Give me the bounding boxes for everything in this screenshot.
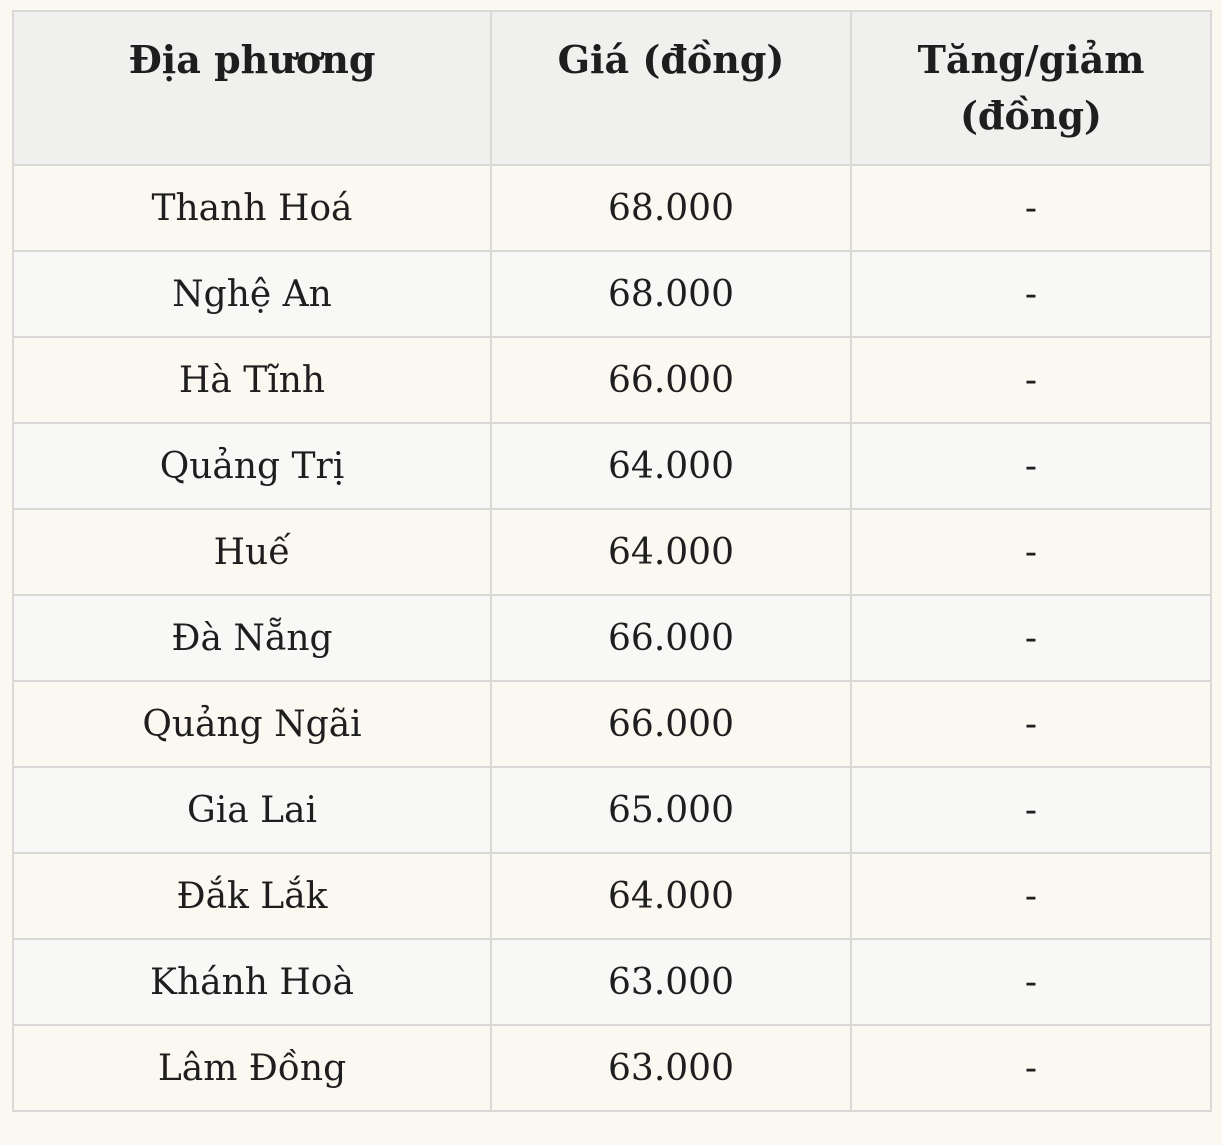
price-cell: 66.000 [490,680,852,768]
price-cell: 66.000 [490,594,852,682]
location-cell: Đắk Lắk [12,852,492,940]
location-cell: Quảng Trị [12,422,492,510]
column-header-price: Giá (đồng) [490,10,852,166]
table-row: Đà Nẵng 66.000 - [12,594,1212,682]
table-row: Hà Tĩnh 66.000 - [12,336,1212,424]
location-cell: Gia Lai [12,766,492,854]
location-cell: Nghệ An [12,250,492,338]
table-row: Lâm Đồng 63.000 - [12,1024,1212,1112]
change-cell: - [850,336,1212,424]
change-cell: - [850,422,1212,510]
change-cell: - [850,594,1212,682]
price-cell: 64.000 [490,852,852,940]
column-header-location: Địa phương [12,10,492,166]
change-cell: - [850,766,1212,854]
table-row: Thanh Hoá 68.000 - [12,164,1212,252]
price-cell: 64.000 [490,422,852,510]
table-row: Nghệ An 68.000 - [12,250,1212,338]
price-table-body: Thanh Hoá 68.000 - Nghệ An 68.000 - Hà T… [12,164,1212,1112]
price-cell: 63.000 [490,1024,852,1112]
location-cell: Hà Tĩnh [12,336,492,424]
location-cell: Quảng Ngãi [12,680,492,768]
price-cell: 63.000 [490,938,852,1026]
table-row: Huế 64.000 - [12,508,1212,596]
price-cell: 65.000 [490,766,852,854]
column-header-change: Tăng/giảm (đồng) [850,10,1212,166]
table-row: Gia Lai 65.000 - [12,766,1212,854]
location-cell: Huế [12,508,492,596]
change-cell: - [850,938,1212,1026]
location-cell: Đà Nẵng [12,594,492,682]
price-cell: 66.000 [490,336,852,424]
change-cell: - [850,164,1212,252]
table-row: Quảng Ngãi 66.000 - [12,680,1212,768]
change-cell: - [850,250,1212,338]
change-cell: - [850,852,1212,940]
table-row: Quảng Trị 64.000 - [12,422,1212,510]
location-cell: Khánh Hoà [12,938,492,1026]
price-cell: 64.000 [490,508,852,596]
change-cell: - [850,1024,1212,1112]
price-table: Địa phương Giá (đồng) Tăng/giảm (đồng) T… [12,10,1212,1112]
location-cell: Thanh Hoá [12,164,492,252]
price-cell: 68.000 [490,164,852,252]
change-cell: - [850,508,1212,596]
price-table-header: Địa phương Giá (đồng) Tăng/giảm (đồng) [12,10,1212,166]
table-row: Đắk Lắk 64.000 - [12,852,1212,940]
table-row: Khánh Hoà 63.000 - [12,938,1212,1026]
price-cell: 68.000 [490,250,852,338]
header-row: Địa phương Giá (đồng) Tăng/giảm (đồng) [12,10,1212,166]
page: Địa phương Giá (đồng) Tăng/giảm (đồng) T… [12,10,1212,1112]
change-cell: - [850,680,1212,768]
location-cell: Lâm Đồng [12,1024,492,1112]
